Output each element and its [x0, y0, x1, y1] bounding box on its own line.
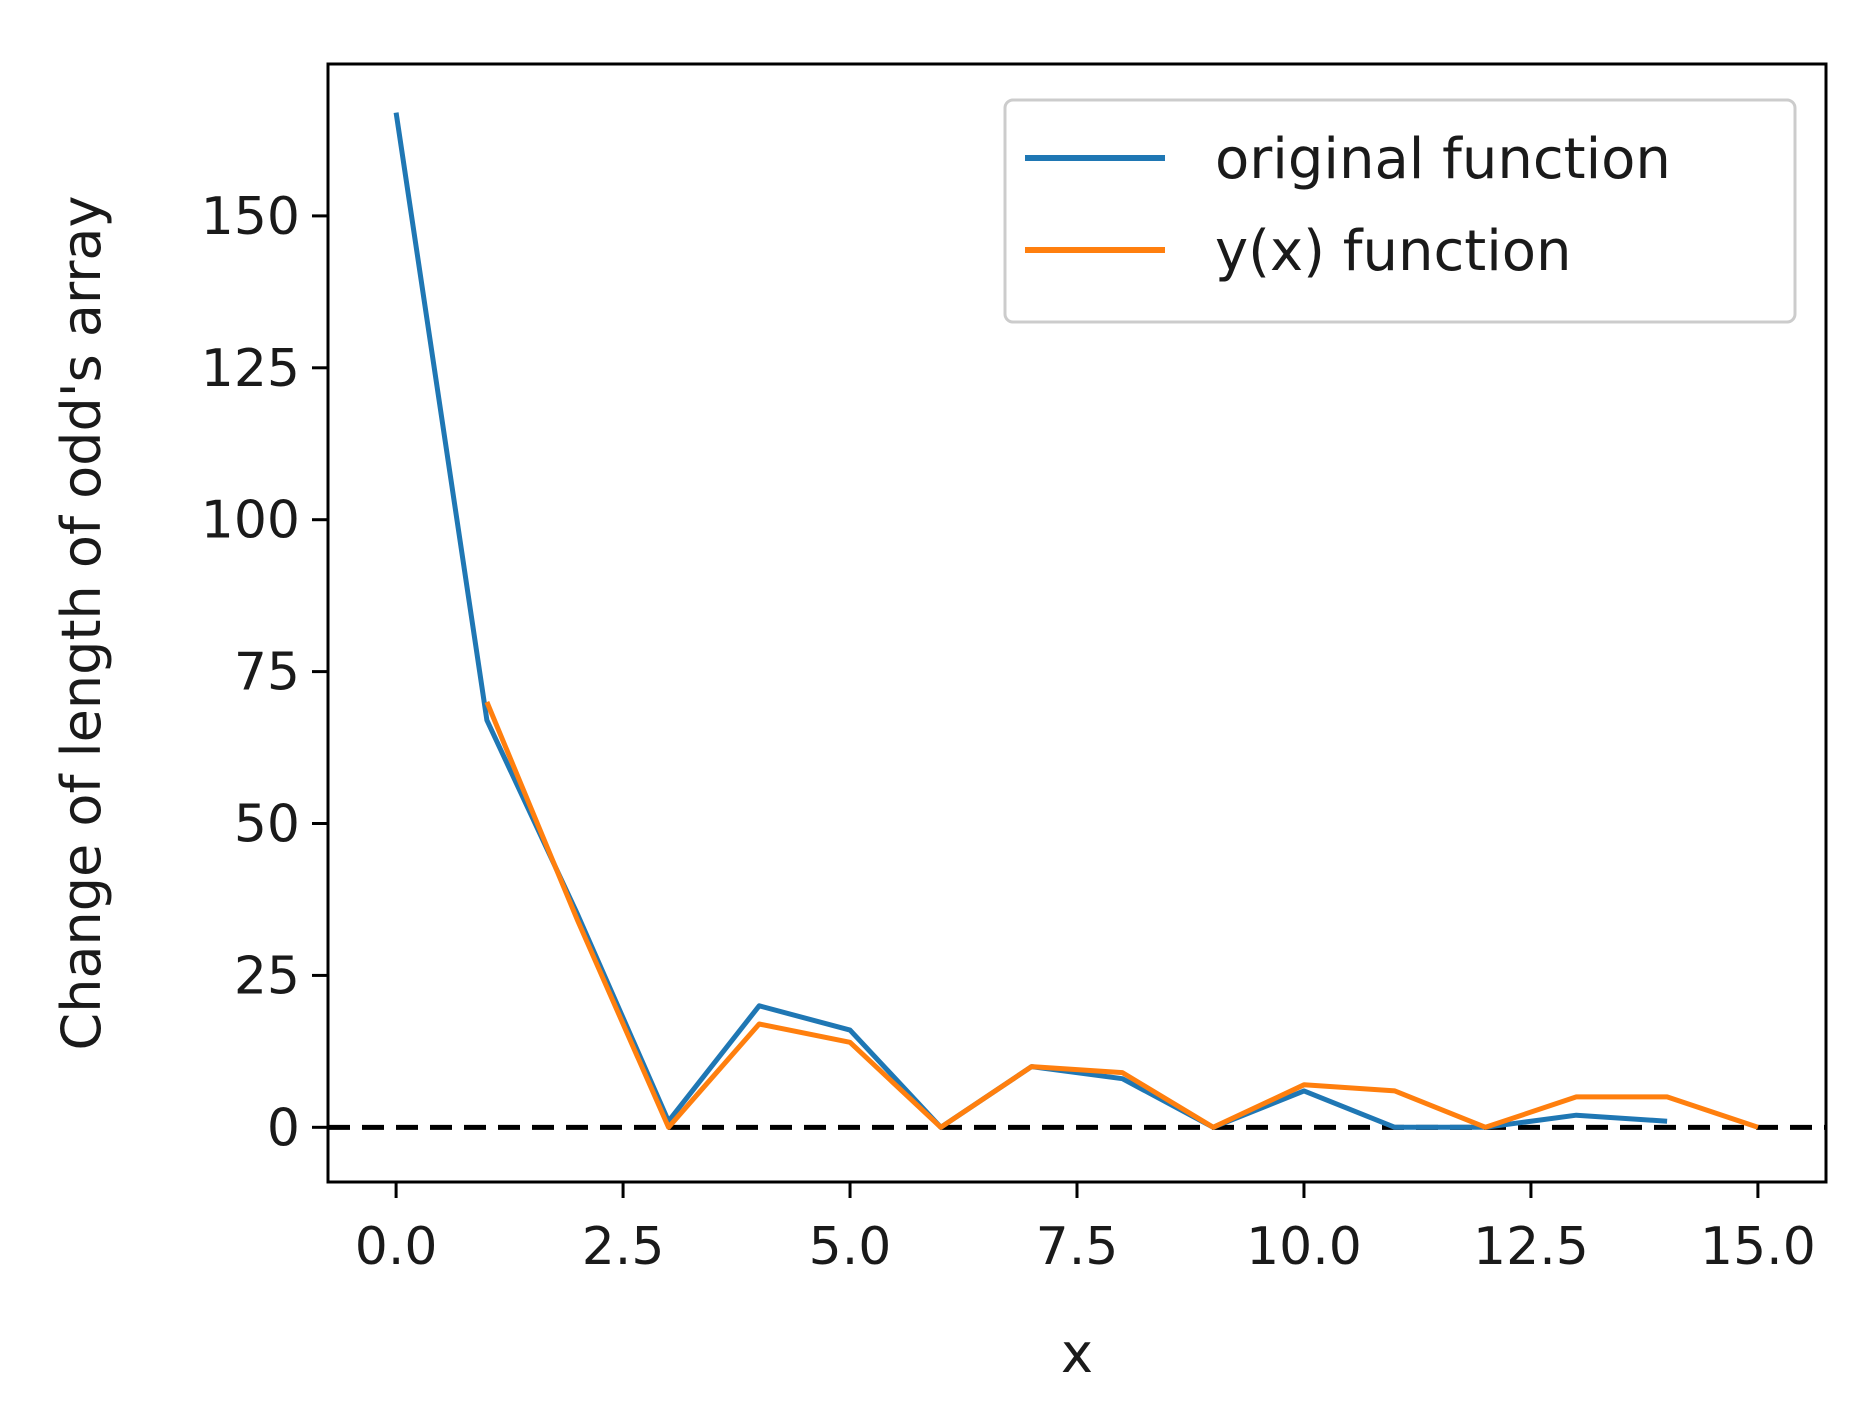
y-tick-label: 100: [201, 491, 300, 551]
x-tick-label: 2.5: [582, 1217, 665, 1277]
legend-box: [1003, 98, 1797, 324]
series-line-1: [484, 701, 1759, 1130]
y-tick-label: 0: [267, 1098, 300, 1158]
x-tick-label: 12.5: [1473, 1217, 1589, 1277]
x-axis-label: x: [1061, 1322, 1093, 1385]
y-tick-label: 150: [201, 187, 300, 247]
x-tick-label: 15.0: [1700, 1217, 1816, 1277]
x-axis-ticks: 0.0 2.5 5.0 7.5 10.0 12.5 15.0: [355, 1182, 1816, 1277]
y-tick-label: 75: [234, 643, 300, 703]
x-tick-label: 10.0: [1246, 1217, 1362, 1277]
y-tick-label: 125: [201, 339, 300, 399]
x-tick-label: 7.5: [1036, 1217, 1119, 1277]
x-tick-label: 5.0: [809, 1217, 892, 1277]
legend-label-y-x-function: y(x) function: [1215, 219, 1572, 284]
y-tick-label: 25: [234, 946, 300, 1006]
x-tick-label: 0.0: [355, 1217, 438, 1277]
y-axis-ticks: 0 25 50 75 100 125 150: [201, 187, 328, 1158]
legend: original function y(x) function: [1003, 98, 1797, 324]
y-tick-label: 50: [234, 795, 300, 855]
y-axis-label: Change of length of odd's array: [50, 196, 113, 1051]
series-layer: [393, 112, 1759, 1130]
legend-label-original-function: original function: [1215, 127, 1671, 192]
